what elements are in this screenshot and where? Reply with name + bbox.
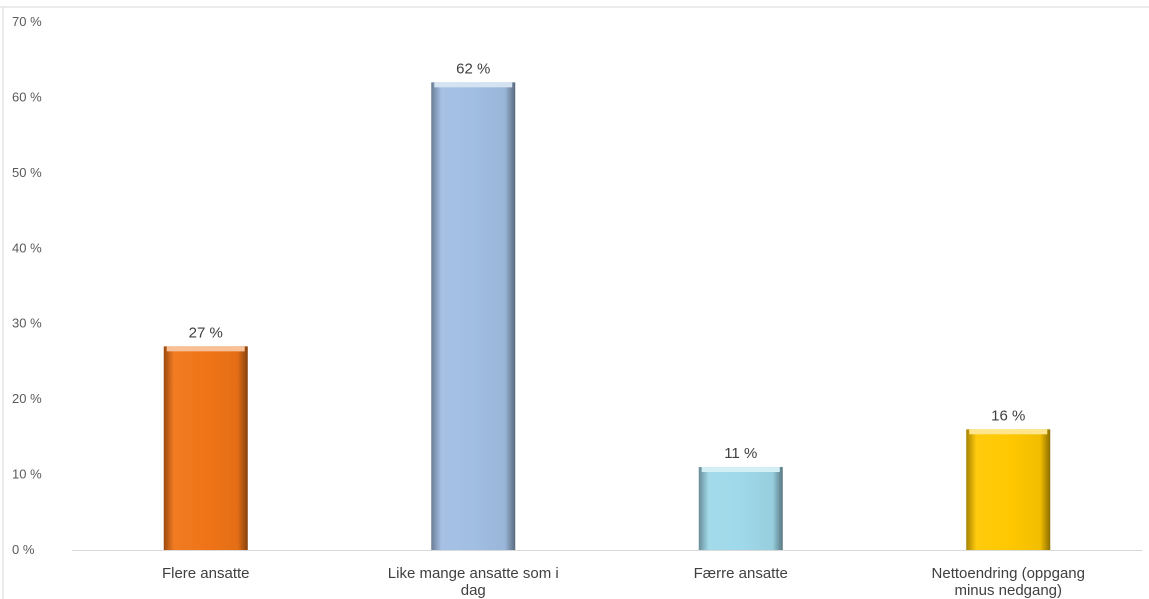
bar-data-labels: 27 % 62 % 11 % 16 % (189, 60, 1026, 462)
bar-data-label: 62 % (456, 60, 490, 77)
bar-top-highlight (166, 346, 245, 352)
bar-series (163, 82, 1051, 550)
y-tick-label: 70 % (12, 14, 42, 29)
y-tick-label: 60 % (12, 89, 42, 104)
bar (698, 467, 783, 550)
bar (431, 82, 516, 550)
y-tick-label: 30 % (12, 316, 42, 331)
y-axis-tick-labels: 0 % 10 % 20 % 30 % 40 % 50 % 60 % 70 % (12, 14, 42, 557)
bar-top-highlight (434, 82, 513, 88)
x-category-label: Nettoendring (oppgang minus nedgang) (932, 565, 1085, 599)
bar-data-label: 27 % (189, 324, 223, 341)
y-tick-label: 20 % (12, 391, 42, 406)
y-tick-label: 40 % (12, 240, 42, 255)
bar-data-label: 16 % (991, 407, 1025, 424)
y-tick-label: 50 % (12, 165, 42, 180)
y-tick-label: 10 % (12, 467, 42, 482)
x-category-label: Flere ansatte (162, 565, 250, 582)
bar (163, 346, 248, 550)
bar (966, 429, 1051, 550)
bar-top-highlight (701, 467, 780, 473)
bar-top-highlight (969, 429, 1048, 435)
x-category-label: Færre ansatte (694, 565, 788, 582)
bar-data-label: 11 % (724, 445, 757, 462)
x-category-label: Like mange ansatte som i dag (388, 565, 559, 599)
x-axis-category-labels: Flere ansatte Like mange ansatte som i dag… (162, 565, 1085, 599)
y-tick-label: 0 % (12, 542, 35, 557)
